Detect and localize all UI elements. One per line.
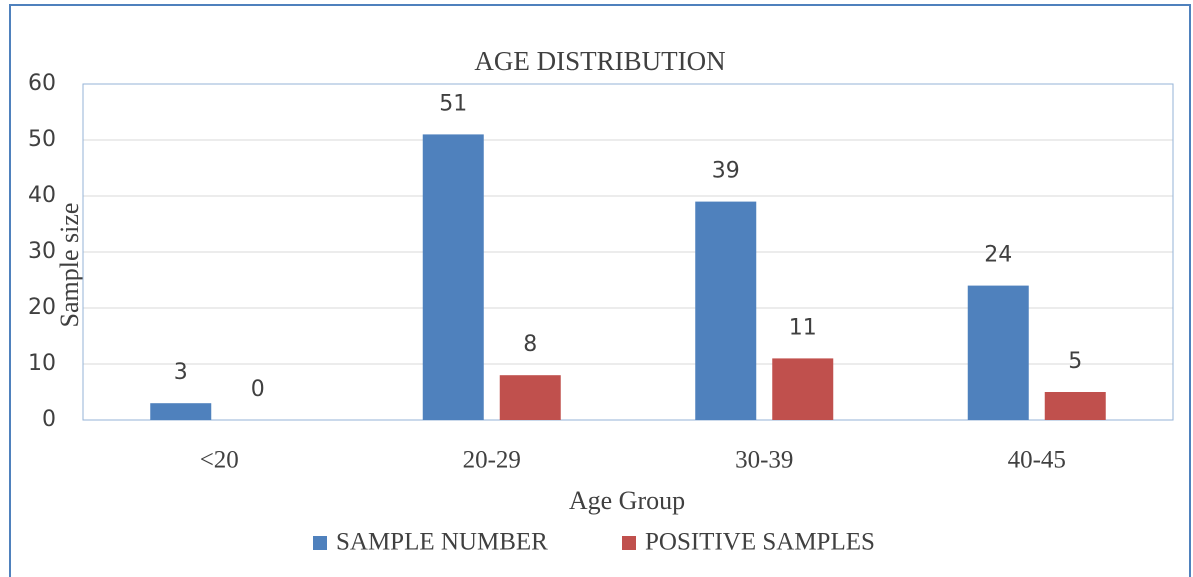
- bar: [772, 358, 834, 420]
- bar: [967, 285, 1029, 420]
- legend-label: POSITIVE SAMPLES: [645, 529, 875, 556]
- y-tick-label: 10: [28, 351, 56, 376]
- x-axis-label: Age Group: [569, 486, 685, 515]
- data-label: 3: [174, 360, 188, 385]
- y-tick-label: 50: [28, 127, 56, 152]
- x-tick-label: 40-45: [1008, 447, 1066, 474]
- data-label: 8: [523, 332, 537, 357]
- bar: [695, 201, 757, 420]
- bar: [422, 134, 484, 420]
- y-tick-label: 0: [42, 407, 56, 432]
- bar: [499, 375, 561, 420]
- data-label: 39: [712, 159, 740, 184]
- legend-swatch: [622, 536, 636, 550]
- data-label: 5: [1068, 349, 1082, 374]
- y-tick-label: 30: [28, 239, 56, 264]
- bar: [1044, 392, 1106, 420]
- data-label: 51: [439, 91, 467, 116]
- y-axis-label: Sample size: [55, 203, 84, 328]
- frame: [9, 4, 1191, 577]
- data-label: 24: [984, 243, 1012, 268]
- legend-swatch: [313, 536, 327, 550]
- legend-label: SAMPLE NUMBER: [336, 529, 548, 556]
- x-tick-label: 20-29: [463, 447, 521, 474]
- y-tick-label: 20: [28, 295, 56, 320]
- chart-title: AGE DISTRIBUTION: [474, 46, 725, 76]
- bar: [150, 403, 212, 420]
- plot-border: [82, 83, 1174, 421]
- x-tick-label: <20: [200, 447, 239, 474]
- y-tick-label: 40: [28, 183, 56, 208]
- x-tick-label: 30-39: [735, 447, 793, 474]
- data-label: 11: [789, 315, 817, 340]
- data-label: 0: [251, 377, 265, 402]
- y-tick-label: 60: [28, 71, 56, 96]
